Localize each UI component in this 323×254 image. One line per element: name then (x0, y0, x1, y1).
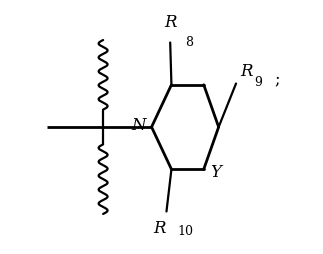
Text: R: R (164, 14, 176, 31)
Text: 8: 8 (185, 36, 193, 49)
Text: ;: ; (274, 70, 280, 87)
Text: R: R (153, 220, 165, 237)
Text: R: R (240, 62, 252, 80)
Text: 9: 9 (255, 76, 263, 89)
Text: Y: Y (210, 164, 221, 181)
Text: 10: 10 (178, 225, 194, 238)
Text: N: N (131, 117, 145, 134)
